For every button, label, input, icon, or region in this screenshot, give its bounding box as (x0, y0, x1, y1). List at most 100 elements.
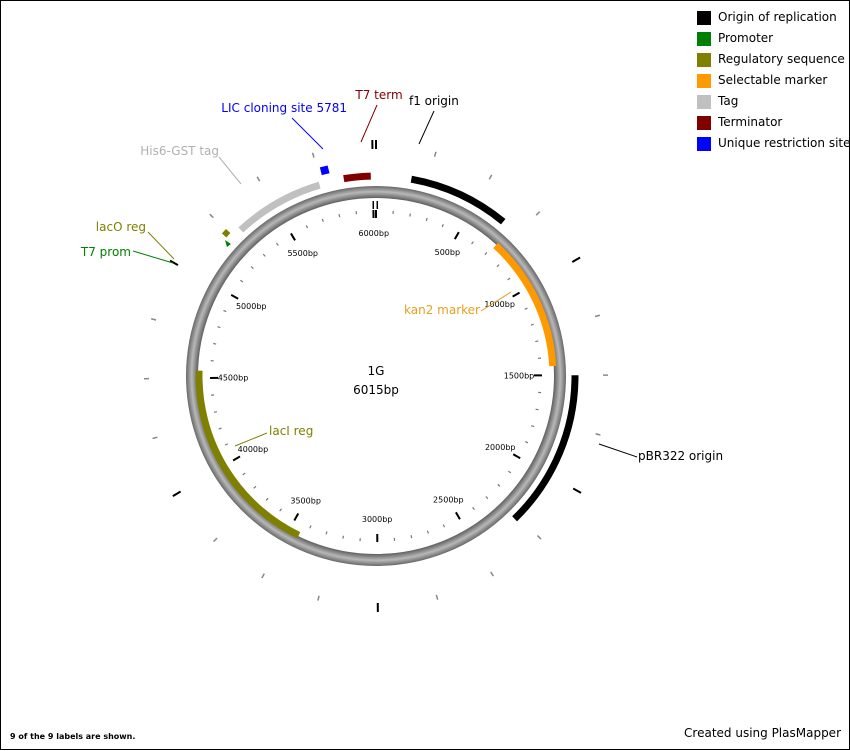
feature-label-kan2-marker: kan2 marker (404, 303, 480, 317)
inner-minor-tick (219, 428, 222, 429)
feature-mark-t7-prom (225, 240, 231, 247)
ruler-label: 5000bp (236, 302, 267, 311)
outer-minor-tick (537, 536, 541, 540)
outer-minor-tick (596, 434, 601, 435)
leader-line-t7-term (361, 105, 377, 142)
outer-minor-tick (214, 538, 218, 542)
inner-major-tick (294, 514, 298, 521)
leader-line-lic-cloning-site-5781 (292, 118, 323, 149)
outer-major-tick (573, 488, 581, 492)
inner-minor-tick (326, 531, 327, 534)
inner-minor-tick (223, 310, 226, 311)
inner-minor-tick (266, 498, 268, 500)
legend-swatch-terminator (697, 116, 711, 130)
inner-minor-tick (217, 327, 220, 328)
plasmid-length: 6015bp (353, 383, 399, 397)
feature-label-t7-term: T7 term (354, 88, 402, 102)
legend-swatch-selectable-marker (697, 74, 711, 88)
leader-line-t7-prom (133, 251, 173, 263)
feature-label-f1-origin: f1 origin (409, 94, 459, 108)
inner-minor-tick (508, 471, 510, 473)
outer-minor-tick (313, 153, 314, 158)
inner-major-tick (231, 295, 238, 299)
feature-label-lic-cloning-site-5781: LIC cloning site 5781 (221, 101, 347, 115)
credit-text: Created using PlasMapper (684, 726, 841, 740)
inner-minor-tick (443, 524, 444, 527)
legend-label-promoter: Promoter (718, 31, 773, 45)
inner-minor-tick (240, 280, 242, 282)
ruler-label: 500bp (435, 248, 460, 257)
legend-label-tag: Tag (718, 94, 738, 108)
leader-line-f1-origin (419, 111, 434, 144)
outer-major-tick (572, 257, 580, 262)
legend-label-terminator: Terminator (718, 115, 782, 129)
inner-major-tick (456, 512, 460, 519)
inner-minor-tick (410, 214, 411, 217)
labels-shown-note: 9 of the 9 labels are shown. (10, 732, 135, 741)
feature-label-his6-gst-tag: His6-GST tag (140, 144, 219, 158)
ruler-label: 2000bp (485, 443, 516, 452)
outer-minor-tick (151, 319, 156, 320)
outer-minor-tick (210, 214, 214, 217)
inner-minor-tick (310, 525, 311, 528)
outer-minor-tick (318, 596, 319, 601)
ruler-label: 4000bp (238, 445, 269, 454)
legend-label-restriction-site: Unique restriction site (718, 136, 850, 150)
inner-minor-tick (339, 214, 340, 217)
inner-minor-tick (254, 486, 256, 488)
inner-minor-tick (497, 265, 499, 267)
inner-minor-tick (426, 218, 427, 221)
outer-minor-tick (489, 175, 491, 179)
feature-label-t7-prom: T7 prom (80, 245, 131, 259)
inner-minor-tick (508, 278, 510, 280)
inner-minor-tick (472, 242, 474, 244)
ruler-label: 3000bp (362, 515, 393, 524)
inner-minor-tick (473, 507, 475, 509)
inner-minor-tick (343, 536, 344, 539)
inner-minor-tick (225, 444, 228, 445)
inner-minor-tick (442, 224, 443, 227)
legend-label-selectable-marker: Selectable marker (718, 73, 827, 87)
inner-minor-tick (263, 254, 265, 256)
inner-minor-tick (531, 324, 534, 325)
inner-minor-tick (427, 531, 428, 534)
feature-arcs (199, 165, 575, 535)
feature-arc-t7-term (344, 176, 371, 179)
outer-minor-tick (436, 595, 437, 600)
legend-swatch-restriction-site (697, 137, 711, 151)
legend-label-origin: Origin of replication (718, 10, 837, 24)
outer-major-tick (173, 492, 181, 497)
leader-line-laco-reg (148, 232, 174, 259)
inner-minor-tick (536, 409, 539, 410)
inner-major-tick (455, 232, 459, 239)
ruler-label: 3500bp (290, 496, 321, 505)
outer-minor-tick (257, 177, 260, 181)
inner-minor-tick (525, 308, 528, 309)
inner-minor-tick (213, 343, 216, 344)
outer-minor-tick (491, 572, 494, 576)
legend-swatch-regulatory (697, 53, 711, 67)
plasmid-name: 1G (368, 364, 385, 378)
inner-major-tick (513, 454, 520, 458)
inner-major-tick (513, 293, 520, 297)
inner-minor-tick (525, 442, 528, 443)
outer-minor-tick (435, 152, 436, 157)
inner-minor-tick (531, 426, 534, 427)
inner-minor-tick (306, 225, 307, 228)
inner-minor-tick (411, 535, 412, 538)
outer-minor-tick (153, 437, 158, 438)
leader-line-pbr322-origin (599, 444, 637, 457)
inner-minor-tick (243, 473, 245, 475)
inner-minor-tick (486, 496, 488, 498)
feature-label-laco-reg: lacO reg (96, 220, 146, 234)
legend-label-regulatory: Regulatory sequence (718, 52, 845, 66)
feature-mark-laco-reg (222, 229, 230, 237)
inner-minor-tick (277, 243, 279, 245)
inner-minor-tick (251, 267, 253, 269)
legend-swatch-promoter (697, 32, 711, 46)
leader-line-his6-gst-tag (219, 157, 241, 184)
inner-minor-tick (498, 484, 500, 486)
feature-label-pbr322-origin: pBR322 origin (638, 449, 723, 463)
